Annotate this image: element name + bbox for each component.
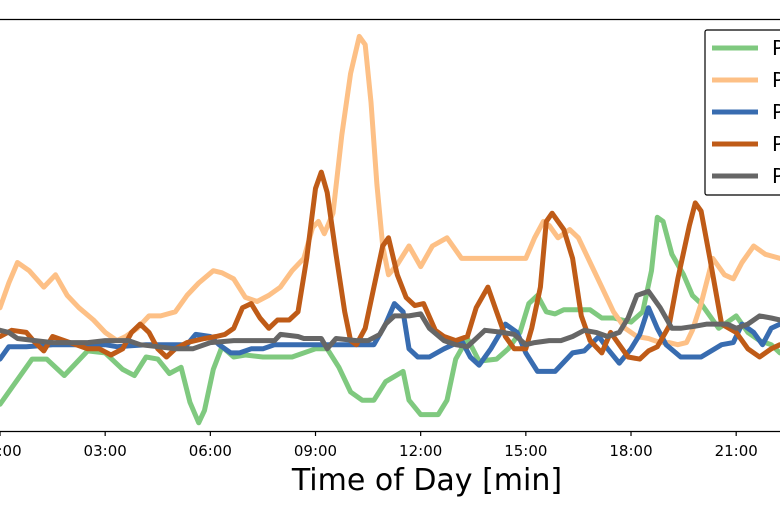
x-tick-label: 18:00 bbox=[609, 442, 652, 460]
x-axis-title: Time of Day [min] bbox=[291, 463, 562, 498]
x-tick-label: 06:00 bbox=[189, 442, 232, 460]
series-line-4 bbox=[0, 169, 780, 362]
legend-label-2: P bbox=[772, 68, 780, 92]
x-tick-label: 03:00 bbox=[84, 442, 127, 460]
x-tick-label: 12:00 bbox=[399, 442, 442, 460]
series-line-3 bbox=[0, 301, 780, 374]
series-line-1 bbox=[0, 214, 780, 426]
series-line-5 bbox=[0, 288, 780, 352]
x-tick-label: 09:00 bbox=[294, 442, 337, 460]
x-ticks: 00:00 03:00 06:00 09:00 12:00 15:00 18:00 21:00 bbox=[0, 431, 758, 460]
axes-layer bbox=[0, 18, 780, 433]
x-tick-label: 21:00 bbox=[715, 442, 758, 460]
legend-label-3: P bbox=[772, 100, 780, 124]
series-layer bbox=[0, 33, 780, 426]
legend-label-4: P bbox=[772, 132, 780, 156]
legend-label-5: P bbox=[772, 164, 780, 188]
x-tick-label: 00:00 bbox=[0, 442, 22, 460]
x-tick-label: 15:00 bbox=[504, 442, 547, 460]
legend-label-1: P bbox=[772, 36, 780, 60]
